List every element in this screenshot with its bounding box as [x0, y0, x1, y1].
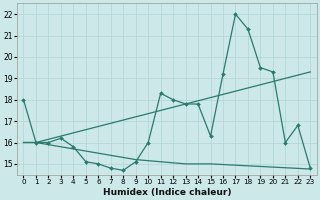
X-axis label: Humidex (Indice chaleur): Humidex (Indice chaleur) — [103, 188, 231, 197]
